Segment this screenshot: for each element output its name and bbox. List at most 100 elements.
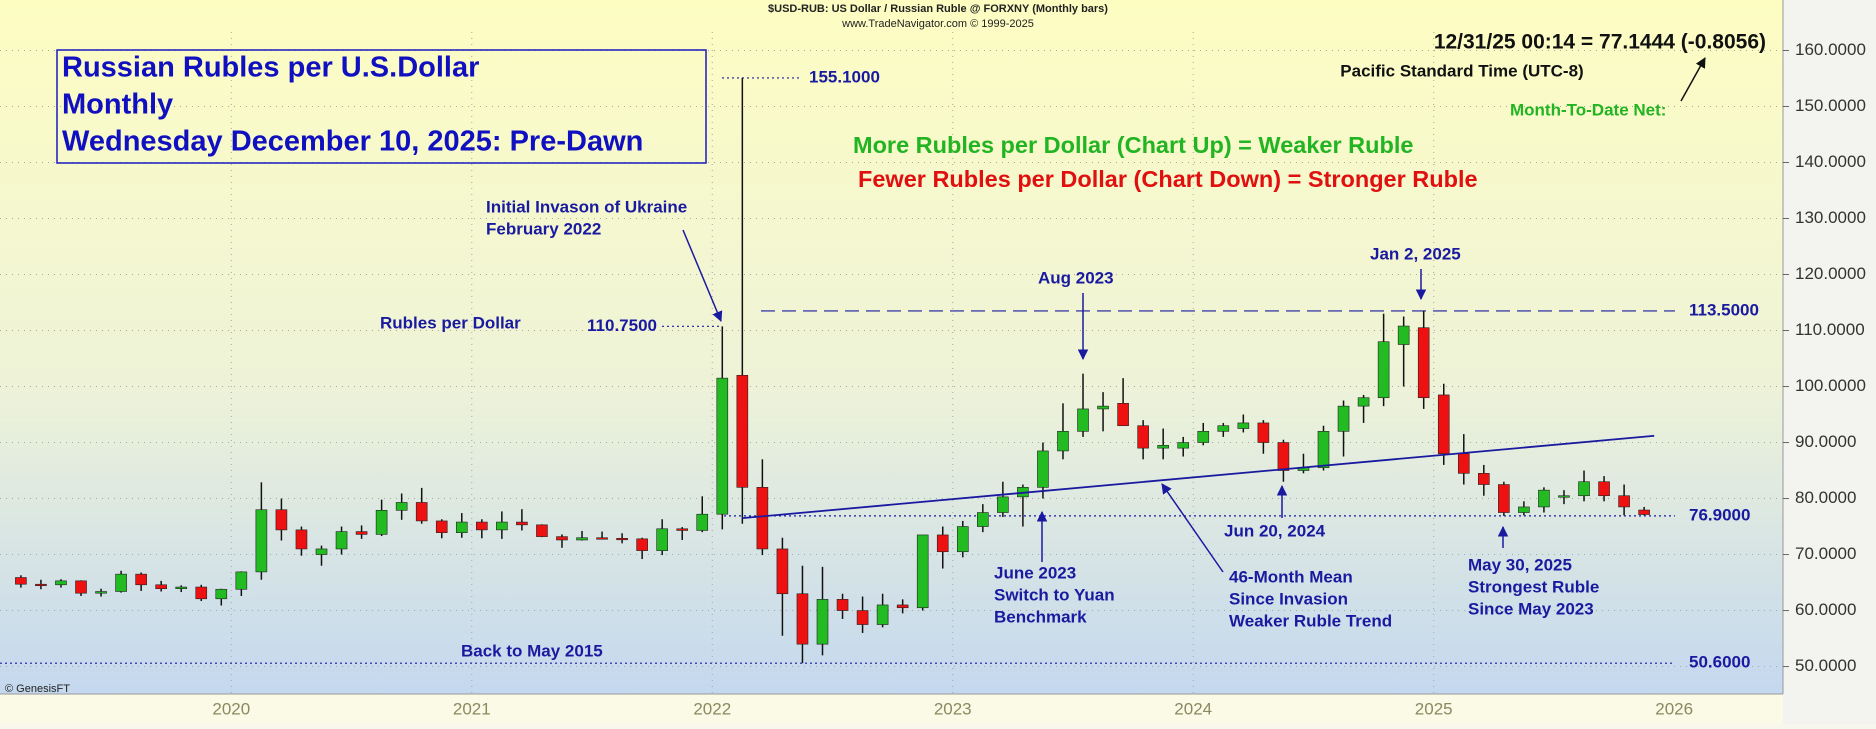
candle-body (1397, 325, 1410, 345)
annotation: Switch to Yuan (994, 585, 1115, 604)
candle-body (415, 502, 428, 522)
x-tick-label: 2023 (934, 699, 972, 718)
y-tick-label: 90.0000 (1795, 432, 1856, 451)
candle-body (977, 512, 989, 527)
candle-body (15, 577, 27, 585)
candle-body (1437, 394, 1450, 455)
candle-body (796, 593, 809, 645)
candle-body (375, 509, 388, 535)
credit: © GenesisFT (5, 683, 70, 695)
candle-body (1558, 495, 1570, 498)
y-tick-label: 130.0000 (1795, 208, 1866, 227)
candle-body (916, 534, 929, 609)
candle-body (476, 521, 488, 531)
header: www.TradeNavigator.com © 1999-2025 (841, 18, 1034, 30)
candle-body (1317, 431, 1330, 469)
candle-body (576, 537, 588, 541)
candle-body (295, 529, 308, 550)
title: Russian Rubles per U.S.Dollar (62, 52, 479, 84)
candle-body (1177, 442, 1190, 449)
candle-body (75, 580, 87, 594)
candle-body (355, 531, 368, 535)
candle-body (656, 528, 668, 551)
y-tick-label: 160.0000 (1795, 40, 1866, 59)
candle-body (1578, 481, 1590, 497)
annotation: Aug 2023 (1038, 268, 1114, 287)
candle-body (756, 487, 769, 550)
candle-body (616, 538, 628, 541)
candle-body (1478, 473, 1490, 485)
candle-body (1518, 506, 1530, 513)
y-tick-label: 80.0000 (1795, 488, 1856, 507)
x-tick-label: 2020 (212, 699, 250, 718)
x-tick-label: 2022 (693, 699, 731, 718)
trend-line (742, 434, 1655, 520)
candle-body (636, 538, 648, 551)
candle-body (315, 548, 328, 555)
candle-body (1257, 422, 1270, 443)
candle-body (1457, 453, 1470, 474)
candle-body (1197, 431, 1210, 443)
candle-body (1057, 431, 1069, 452)
candle-body (175, 586, 188, 590)
header: $USD-RUB: US Dollar / Russian Ruble @ FO… (768, 3, 1108, 15)
timezone: Pacific Standard Time (UTC-8) (1340, 61, 1583, 80)
candle-body (115, 573, 127, 592)
candle-body (1598, 481, 1610, 497)
annotation: Weaker Ruble Trend (1229, 611, 1392, 630)
annotation: Rubles per Dollar (380, 313, 521, 332)
reference-label: 50.6000 (1689, 653, 1750, 672)
x-tick-label: 2024 (1174, 699, 1212, 718)
title: Wednesday December 10, 2025: Pre-Dawn (62, 126, 643, 158)
candle-body (455, 521, 468, 534)
reference-label: 76.9000 (1689, 505, 1750, 524)
candle-body (936, 534, 949, 553)
candle-body (1618, 495, 1630, 508)
arrow (682, 229, 723, 322)
candle-body (596, 537, 608, 540)
annotation: February 2022 (486, 219, 601, 238)
mtd-label: Month-To-Date Net: (1510, 100, 1666, 119)
candle-body (696, 513, 709, 531)
candle-body (556, 536, 568, 541)
candle-body (1357, 397, 1370, 407)
y-tick-label: 100.0000 (1795, 376, 1866, 395)
candle-body (195, 586, 208, 600)
annotation: Since Invasion (1229, 589, 1348, 608)
annotation: Initial Invason of Ukraine (486, 197, 687, 216)
candle-body (1277, 442, 1290, 471)
candle-body (876, 604, 889, 625)
candle-body (736, 375, 749, 488)
reference-label: 113.5000 (1689, 300, 1759, 319)
candle-body (956, 526, 969, 553)
candle-body (235, 571, 248, 590)
y-tick-label: 60.0000 (1795, 600, 1856, 619)
y-tick-label: 140.0000 (1795, 152, 1866, 171)
x-tick-label: 2021 (453, 699, 491, 718)
y-tick-label: 110.0000 (1795, 320, 1865, 339)
candle-body (155, 584, 167, 590)
annotation: Benchmark (994, 607, 1087, 626)
annotation: May 30, 2025 (1468, 555, 1572, 574)
axis-panel (1783, 0, 1876, 724)
reference-label: 110.7500 (587, 316, 657, 335)
reference-label: 155.1000 (809, 67, 880, 86)
candle-body (1377, 341, 1390, 399)
marks (0, 77, 1675, 664)
candle-body (435, 520, 448, 534)
candle-body (35, 583, 47, 587)
candle-body (1538, 489, 1550, 508)
title: Monthly (62, 89, 173, 121)
annotation: June 2023 (994, 563, 1076, 582)
candle-body (1237, 422, 1250, 429)
candle-body (516, 521, 528, 526)
y-tick-label: 50.0000 (1795, 656, 1856, 675)
candle-body (395, 502, 408, 511)
candle-body (255, 509, 268, 573)
candle-body (836, 599, 849, 611)
candle-body (1417, 327, 1430, 399)
candle-body (776, 548, 789, 595)
annotation: Jan 2, 2025 (1370, 244, 1461, 263)
candle-body (215, 588, 228, 600)
